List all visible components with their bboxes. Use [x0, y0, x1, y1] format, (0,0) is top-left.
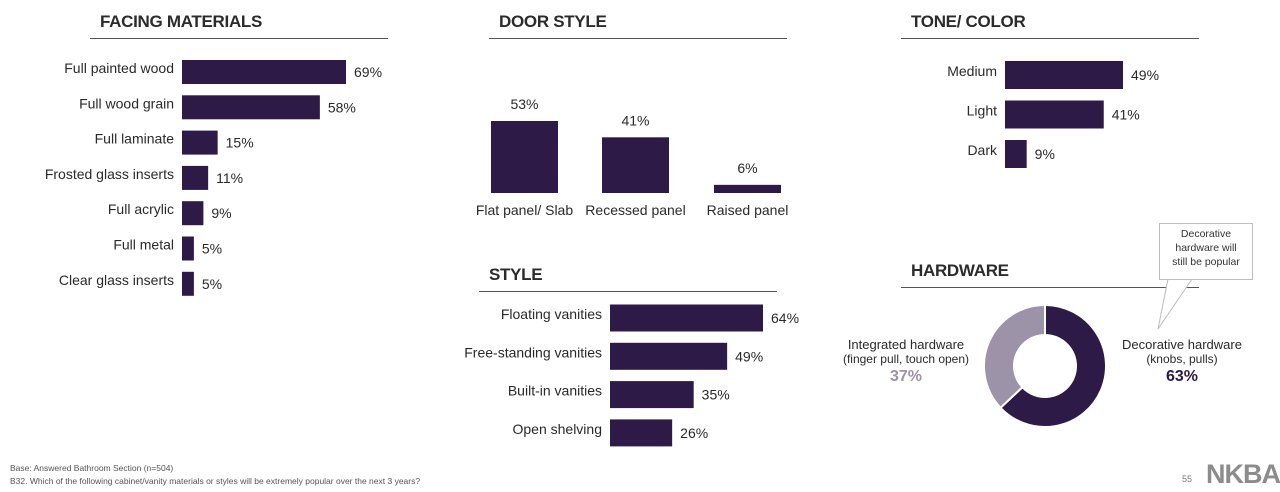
facing-bar-5 — [182, 236, 194, 261]
style-bar-0 — [610, 304, 763, 332]
decorative-hardware-line1: Decorative hardware — [1122, 337, 1242, 352]
facing-bar-3 — [182, 165, 209, 190]
facing-category-label-3: Frosted glass inserts — [45, 166, 174, 182]
integrated-hardware-line2: (finger pull, touch open) — [842, 352, 970, 366]
facing-category-label-0: Full painted wood — [64, 60, 174, 76]
style-category-label-3: Open shelving — [512, 421, 602, 437]
door-value-label-2: 6% — [737, 160, 757, 176]
facing-category-label-4: Full acrylic — [108, 201, 174, 217]
decorative-hardware-line2: (knobs, pulls) — [1146, 352, 1218, 366]
page-number: 55 — [1181, 474, 1192, 484]
door-value-label-0: 53% — [510, 96, 538, 112]
facing-value-label-2: 15% — [226, 135, 254, 151]
tone-category-label-0: Medium — [947, 63, 997, 79]
hardware-title: HARDWARE — [901, 261, 1199, 288]
style-value-label-2: 35% — [702, 387, 730, 403]
tone-category-label-1: Light — [967, 103, 997, 119]
decorative-hardware-label: Decorative hardware (knobs, pulls) 63% — [1112, 337, 1252, 385]
tone-value-label-2: 9% — [1035, 146, 1055, 162]
tone-value-label-0: 49% — [1131, 67, 1159, 83]
style-bar-1 — [610, 342, 728, 370]
facing-category-label-2: Full laminate — [95, 131, 175, 147]
footer-base: Base: Answered Bathroom Section (n=504) — [10, 463, 174, 473]
facing-bar-0 — [182, 60, 346, 84]
nkba-logo: NKBA — [1206, 459, 1280, 489]
facing-value-label-6: 5% — [202, 276, 222, 292]
style-category-label-0: Floating vanities — [501, 306, 602, 322]
integrated-hardware-label: Integrated hardware (finger pull, touch … — [836, 337, 976, 385]
style-category-label-2: Built-in vanities — [508, 383, 602, 399]
facing-bar-4 — [182, 201, 204, 226]
callout-line3: still be popular — [1172, 256, 1240, 268]
facing-category-label-5: Full metal — [113, 237, 174, 253]
callout-line2: hardware will — [1175, 242, 1237, 254]
hardware-callout: Decorative hardware will still be popula… — [1159, 223, 1253, 280]
callout-pointer — [1157, 278, 1193, 330]
facing-category-label-1: Full wood grain — [79, 95, 174, 111]
tone-color-title: TONE/ COLOR — [901, 12, 1199, 39]
facing-materials-title: FACING MATERIALS — [90, 12, 388, 39]
facing-bar-6 — [182, 271, 194, 296]
tone-value-label-1: 41% — [1112, 107, 1140, 123]
tone-bar-0 — [1005, 61, 1123, 89]
style-category-label-1: Free-standing vanities — [464, 344, 602, 360]
tone-category-label-2: Dark — [967, 142, 998, 158]
facing-value-label-4: 9% — [211, 205, 231, 221]
style-bar-3 — [610, 419, 673, 447]
style-value-label-0: 64% — [771, 310, 799, 326]
door-bar-2 — [714, 184, 781, 193]
decorative-hardware-pct: 63% — [1165, 368, 1199, 385]
door-bar-1 — [602, 137, 669, 193]
hardware-slice-0 — [999, 303, 1107, 428]
facing-value-label-3: 11% — [216, 170, 243, 186]
facing-value-label-0: 69% — [354, 64, 382, 80]
tone-bar-1 — [1005, 100, 1104, 129]
facing-value-label-5: 5% — [202, 241, 222, 257]
facing-value-label-1: 58% — [328, 99, 356, 115]
integrated-hardware-line1: Integrated hardware — [847, 337, 965, 352]
style-bar-2 — [610, 381, 694, 409]
facing-category-label-6: Clear glass inserts — [59, 272, 174, 288]
door-bar-0 — [491, 121, 558, 193]
door-category-label-2: Raised panel — [707, 202, 789, 218]
hardware-slice-1 — [983, 303, 1046, 410]
callout-line1: Decorative — [1180, 228, 1232, 240]
style-title: STYLE — [479, 265, 777, 292]
integrated-hardware-pct: 37% — [889, 368, 923, 385]
door-style-title: DOOR STYLE — [489, 12, 787, 39]
facing-bar-2 — [182, 130, 218, 155]
style-value-label-3: 26% — [680, 425, 708, 441]
door-category-label-0: Flat panel/ Slab — [476, 202, 573, 218]
style-value-label-1: 49% — [735, 348, 763, 364]
door-value-label-1: 41% — [621, 112, 649, 128]
door-category-label-1: Recessed panel — [585, 202, 685, 218]
tone-bar-2 — [1005, 140, 1027, 168]
footer-question: B32. Which of the following cabinet/vani… — [10, 476, 421, 486]
facing-bar-1 — [182, 95, 320, 120]
